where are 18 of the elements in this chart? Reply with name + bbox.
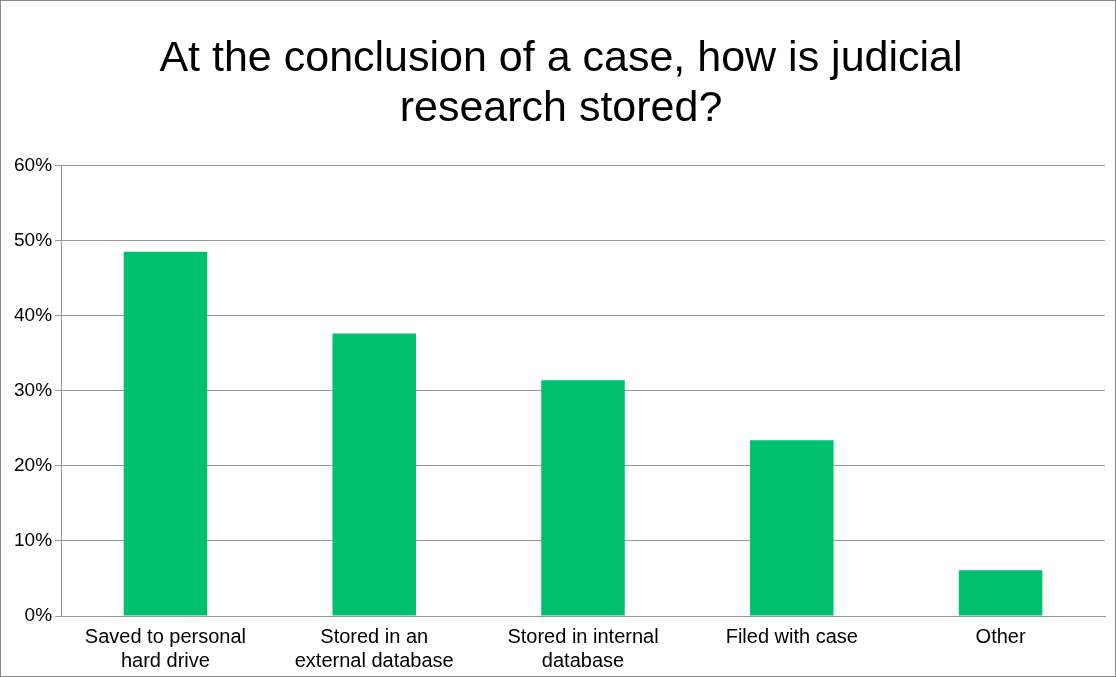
y-tick-label: 50% — [14, 228, 53, 250]
bar — [123, 251, 208, 616]
y-tick-label: 40% — [14, 303, 53, 325]
y-tick-label: 10% — [14, 529, 53, 551]
y-tick-label: 60% — [14, 153, 53, 175]
x-tick-label: Saved to personal hard drive — [84, 624, 247, 671]
bar — [332, 333, 416, 616]
bar — [958, 570, 1043, 616]
bar — [541, 380, 625, 616]
x-tick-label: Filed with case — [725, 624, 858, 647]
x-tick-label: Stored in internal database — [507, 624, 659, 671]
chart-title: At the conclusion of a case, how is judicial research stored? — [158, 31, 964, 131]
bar — [750, 440, 834, 616]
y-tick-label: 0% — [24, 604, 53, 626]
y-tick-label: 20% — [14, 454, 53, 476]
x-tick-label: Stored in an external database — [294, 624, 454, 671]
y-tick-label: 30% — [14, 378, 53, 400]
x-tick-label: Other — [975, 624, 1026, 647]
